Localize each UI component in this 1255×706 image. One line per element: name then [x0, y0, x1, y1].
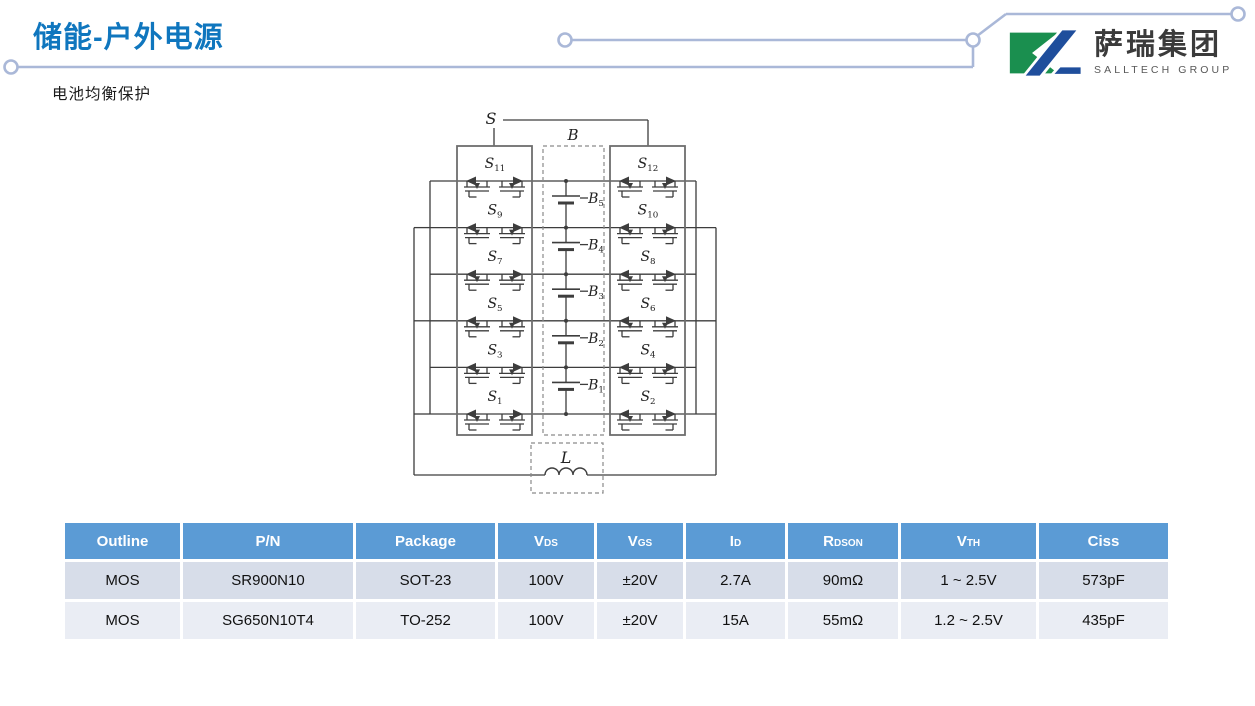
- switch-label-S5: S5: [487, 296, 502, 314]
- node-label-S: S: [486, 109, 497, 128]
- decor-node-circle: [557, 32, 573, 48]
- switch-cell-S12: S12: [617, 156, 678, 198]
- table-cell: SR900N10: [183, 562, 353, 599]
- header-cell: Package: [356, 523, 495, 559]
- table-cell: ±20V: [597, 602, 683, 639]
- battery-cell-B2: B2: [552, 318, 604, 368]
- logo-green-shape: [1009, 32, 1058, 74]
- table-cell: 15A: [686, 602, 785, 639]
- table-cell: 55mΩ: [788, 602, 898, 639]
- mosfet-spec-table: Outline P/N Package V DS V GS I D R DSON V TH Ciss MOS…: [65, 523, 1168, 639]
- table-cell: MOS: [65, 602, 180, 639]
- table-cell: 1 ~ 2.5V: [901, 562, 1036, 599]
- table-cell: SOT-23: [356, 562, 495, 599]
- header-cell: R DSON: [788, 523, 898, 559]
- inductor-box: [530, 442, 604, 494]
- inductor-label: L: [560, 448, 572, 467]
- table-cell: SG650N10T4: [183, 602, 353, 639]
- switch-cell-S7: S7: [464, 249, 525, 291]
- header-cell: V TH: [901, 523, 1036, 559]
- battery-label-B1: B1: [587, 377, 604, 395]
- switch-label-S12: S12: [638, 156, 659, 174]
- switch-cell-S9: S9: [464, 203, 525, 245]
- logo-blue-foot: [1048, 64, 1082, 77]
- header-cell: V DS: [498, 523, 594, 559]
- logo-blue-diagonal: [1019, 27, 1082, 79]
- switch-label-S7: S7: [487, 249, 502, 267]
- switch-cell-S10: S10: [617, 203, 678, 245]
- decor-node-circle: [1230, 6, 1246, 22]
- page-title: 储能-户外电源: [33, 22, 224, 54]
- switch-cell-S6: S6: [617, 296, 678, 338]
- header-cell: V GS: [597, 523, 683, 559]
- logo-text: 萨瑞集团 SALLTECH GROUP: [1094, 28, 1233, 76]
- table-cell: 2.7A: [686, 562, 785, 599]
- table-cell: MOS: [65, 562, 180, 599]
- header-cell: Ciss: [1039, 523, 1168, 559]
- header-cell: Outline: [65, 523, 180, 559]
- switch-cell-S5: S5: [464, 296, 525, 338]
- switch-cell-S2: S2: [617, 389, 678, 431]
- battery-cell-B1: B1: [552, 365, 604, 414]
- table-cell: TO-252: [356, 602, 495, 639]
- inductor-coil: [544, 467, 588, 476]
- switch-label-S4: S4: [640, 342, 656, 360]
- switch-label-S1: S1: [487, 389, 502, 407]
- decor-node-circle: [965, 32, 981, 48]
- logo-company-name: 萨瑞集团: [1094, 28, 1223, 61]
- table-cell: 1.2 ~ 2.5V: [901, 602, 1036, 639]
- switch-label-S2: S2: [640, 389, 655, 407]
- left-switch-group-box: [456, 145, 533, 436]
- switch-label-S9: S9: [487, 203, 502, 221]
- battery-balancing-circuit-diagram: S B L B5 B4 B3 B2 B1 S11 S9 S7 S5 S3 S1 S12 S10 S8 S6 S4 S2: [413, 109, 717, 494]
- battery-label-B5: B5: [587, 191, 604, 209]
- section-subtitle: 电池均衡保护: [52, 86, 152, 103]
- battery-cell-B3: B3: [552, 272, 604, 321]
- switch-cell-S8: S8: [617, 249, 678, 291]
- table-cell: ±20V: [597, 562, 683, 599]
- battery-label-B3: B3: [587, 284, 604, 302]
- table-cell: 573pF: [1039, 562, 1168, 599]
- decorative-connector: [3, 6, 1246, 75]
- header-cell: P/N: [183, 523, 353, 559]
- table-cell: 100V: [498, 602, 594, 639]
- switch-cell-S4: S4: [617, 342, 678, 385]
- table-cell: 435pF: [1039, 602, 1168, 639]
- battery-label-B2: B2: [587, 331, 604, 349]
- table-cell: 90mΩ: [788, 562, 898, 599]
- right-switch-group-box: [609, 145, 686, 436]
- switch-label-S8: S8: [640, 249, 655, 267]
- logo-mark-icon: [1009, 27, 1082, 79]
- company-logo: 萨瑞集团 SALLTECH GROUP: [1008, 24, 1248, 82]
- switch-cell-S1: S1: [464, 389, 525, 431]
- battery-label-B4: B4: [587, 238, 604, 256]
- battery-cell-B5: B5: [552, 179, 604, 228]
- logo-company-name-en: SALLTECH GROUP: [1094, 63, 1233, 76]
- battery-group-label: B: [566, 126, 578, 144]
- switch-label-S3: S3: [487, 342, 502, 360]
- switch-label-S10: S10: [638, 203, 659, 221]
- switch-label-S11: S11: [485, 156, 506, 174]
- decor-node-circle: [3, 59, 19, 75]
- battery-group-box: [542, 145, 605, 436]
- table-cell: 100V: [498, 562, 594, 599]
- switch-cell-S11: S11: [464, 156, 525, 198]
- battery-cell-B4: B4: [552, 225, 604, 275]
- switch-cell-S3: S3: [464, 342, 525, 385]
- switch-label-S6: S6: [640, 296, 655, 314]
